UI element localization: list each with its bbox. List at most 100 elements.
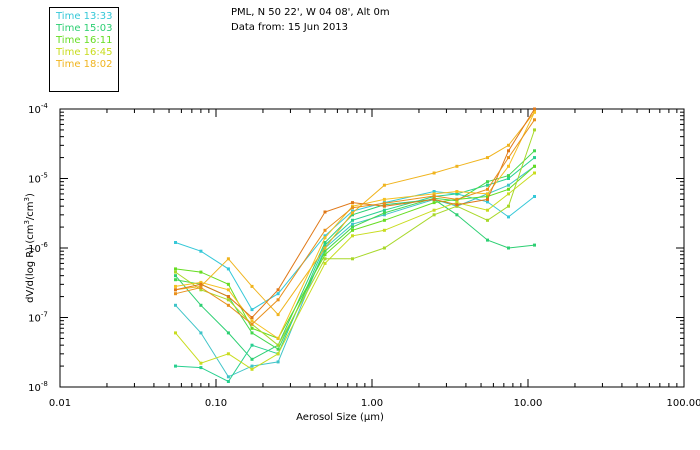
- plot-frame: [59, 108, 685, 388]
- data-point: [226, 282, 230, 286]
- data-point: [323, 249, 327, 253]
- data-point: [432, 190, 436, 193]
- x-tick-label: 1.00: [361, 398, 383, 409]
- data-point: [250, 284, 254, 288]
- data-point: [455, 197, 459, 201]
- data-point: [174, 364, 177, 368]
- y-tick-label: 10-7: [28, 311, 48, 325]
- data-point: [533, 149, 536, 153]
- data-point: [199, 331, 203, 335]
- data-point: [382, 211, 386, 215]
- data-point: [174, 267, 177, 271]
- data-point: [323, 241, 327, 244]
- data-point: [276, 288, 280, 292]
- series-line: [175, 129, 535, 346]
- series-line: [175, 190, 535, 311]
- data-point: [486, 218, 489, 222]
- data-point: [382, 208, 386, 212]
- data-point: [250, 343, 254, 347]
- data-point: [199, 282, 203, 286]
- location-title: PML, N 50 22', W 04 08', Alt 0m: [231, 7, 390, 18]
- data-point: [432, 213, 436, 217]
- data-point: [432, 171, 436, 175]
- data-point: [351, 201, 354, 205]
- data-point: [199, 249, 203, 253]
- data-point: [199, 303, 203, 307]
- data-point: [250, 357, 254, 361]
- data-point: [533, 195, 536, 198]
- data-point: [486, 192, 489, 196]
- data-point: [226, 298, 230, 302]
- data-point: [250, 316, 254, 319]
- series-layer: [174, 107, 536, 383]
- data-point: [382, 183, 386, 187]
- x-tick-label: 10.00: [514, 398, 543, 409]
- data-series: [174, 107, 536, 319]
- data-point: [507, 149, 510, 153]
- data-point: [455, 164, 459, 168]
- y-tick-label: 10-4: [28, 102, 48, 116]
- data-point: [250, 367, 254, 371]
- legend-entry: Time 16:45: [56, 47, 113, 58]
- data-point: [351, 213, 354, 217]
- data-point: [486, 208, 489, 212]
- data-point: [351, 222, 354, 226]
- data-point: [382, 197, 386, 201]
- data-point: [507, 192, 510, 196]
- data-series: [174, 128, 536, 347]
- data-point: [382, 213, 386, 217]
- data-point: [382, 201, 386, 205]
- data-point: [174, 288, 177, 292]
- data-point: [432, 197, 436, 201]
- data-point: [323, 261, 327, 265]
- data-point: [199, 288, 203, 292]
- data-point: [276, 352, 280, 356]
- data-point: [276, 313, 280, 317]
- data-point: [199, 366, 203, 370]
- data-point: [351, 225, 354, 229]
- data-point: [276, 336, 280, 340]
- data-point: [432, 192, 436, 196]
- data-point: [323, 228, 327, 232]
- data-point: [174, 241, 177, 244]
- data-series: [174, 190, 536, 312]
- data-point: [533, 243, 536, 247]
- data-point: [323, 253, 327, 257]
- data-point: [226, 331, 230, 335]
- data-point: [486, 195, 489, 198]
- data-point: [351, 206, 354, 210]
- data-point: [174, 284, 177, 288]
- data-point: [323, 236, 327, 240]
- data-point: [507, 187, 510, 191]
- data-point: [351, 209, 354, 213]
- data-series: [174, 171, 536, 371]
- data-point: [507, 204, 510, 208]
- data-point: [226, 375, 230, 379]
- data-point: [533, 118, 536, 122]
- data-point: [276, 343, 280, 347]
- data-series: [174, 197, 536, 361]
- data-point: [486, 180, 489, 184]
- data-point: [351, 234, 354, 238]
- data-point: [174, 331, 177, 335]
- series-line: [175, 165, 535, 378]
- data-point: [533, 171, 536, 175]
- data-point: [351, 257, 354, 261]
- data-point: [250, 319, 254, 323]
- series-line: [175, 150, 535, 350]
- data-point: [507, 164, 510, 168]
- data-point: [486, 238, 489, 242]
- data-point: [507, 177, 510, 180]
- data-point: [323, 243, 327, 247]
- data-point: [174, 303, 177, 307]
- y-axis-label: dV/d(log R) (cm3/cm3): [23, 193, 36, 303]
- data-series: [174, 118, 536, 326]
- data-point: [226, 352, 230, 356]
- data-point: [226, 267, 230, 271]
- data-point: [533, 107, 536, 111]
- data-point: [382, 246, 386, 250]
- x-axis: 0.01 0.10 1.00 10.00 100.00: [49, 109, 700, 409]
- data-point: [199, 270, 203, 274]
- data-point: [507, 156, 510, 160]
